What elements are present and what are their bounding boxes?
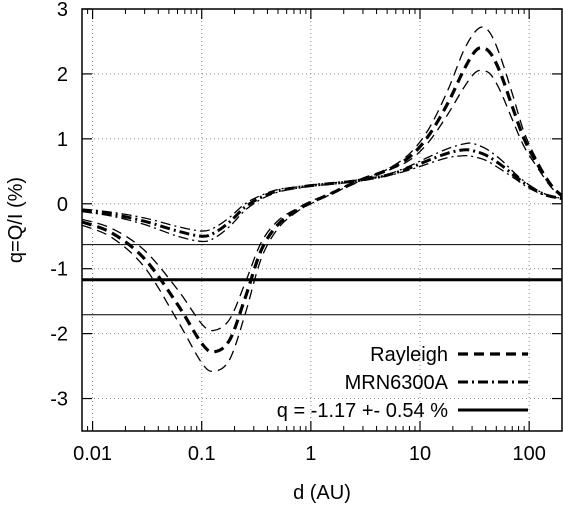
y-tick-label: -1	[50, 259, 68, 281]
x-tick-label: 100	[512, 443, 545, 465]
x-tick-label: 0.1	[188, 443, 216, 465]
x-tick-label: 1	[305, 443, 316, 465]
grid-lines	[82, 8, 562, 431]
legend-label: Rayleigh	[370, 344, 448, 366]
legend-label: MRN6300A	[345, 372, 449, 394]
y-tick-label: 3	[57, 0, 68, 21]
series-envelope-line-2	[82, 69, 562, 332]
legend-label: q = -1.17 +- 0.54 %	[277, 400, 448, 422]
y-tick-label: 1	[57, 129, 68, 151]
y-tick-label: -2	[50, 324, 68, 346]
plot-frame	[81, 8, 563, 432]
y-axis-label: q=Q/I (%)	[5, 177, 27, 263]
series-envelope-line-5	[82, 154, 562, 243]
x-tick-label: 0.01	[73, 443, 112, 465]
x-tick-label: 10	[409, 443, 431, 465]
y-tick-label: -3	[50, 389, 68, 411]
reference-lines	[82, 244, 562, 316]
series-lines	[82, 26, 562, 373]
y-tick-label: 2	[57, 64, 68, 86]
series-line-rayleigh	[82, 46, 562, 354]
series-line-mrn6300a	[82, 148, 562, 238]
series-envelope-line-1	[82, 26, 562, 373]
legend: Rayleigh MRN6300A q = -1.17 +- 0.54 %	[277, 344, 528, 422]
series-envelope-line-4	[82, 142, 562, 232]
y-tick-label: 0	[57, 194, 68, 216]
x-axis-label: d (AU)	[293, 482, 351, 504]
